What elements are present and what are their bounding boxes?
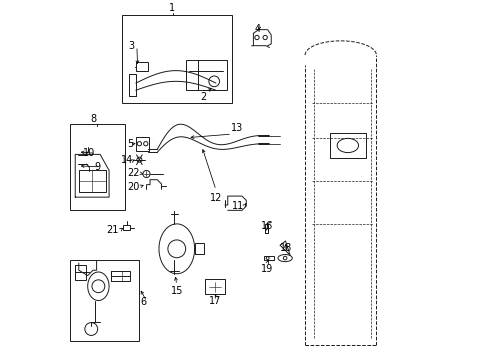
Text: 4: 4 — [254, 24, 261, 34]
Text: 6: 6 — [140, 297, 146, 307]
Bar — [75, 265, 86, 280]
Text: 16: 16 — [261, 221, 273, 231]
Bar — [123, 225, 129, 230]
Text: 1: 1 — [169, 3, 175, 13]
Bar — [329, 133, 365, 158]
Text: 2: 2 — [200, 92, 206, 102]
Text: 5: 5 — [127, 139, 133, 149]
Text: 13: 13 — [230, 123, 242, 133]
Text: 12: 12 — [209, 193, 222, 203]
Bar — [185, 60, 226, 90]
Bar — [70, 124, 125, 210]
Text: 9: 9 — [94, 162, 100, 172]
Bar — [136, 136, 149, 151]
Bar — [111, 271, 130, 281]
Text: 19: 19 — [261, 264, 273, 274]
Text: 14: 14 — [121, 156, 133, 166]
Text: 18: 18 — [280, 243, 292, 253]
Text: 10: 10 — [83, 148, 95, 158]
Bar — [122, 15, 231, 103]
Text: 22: 22 — [126, 168, 139, 178]
Text: 8: 8 — [90, 114, 96, 124]
Bar — [136, 62, 148, 71]
Text: 3: 3 — [128, 41, 135, 51]
Bar — [205, 279, 224, 294]
Text: 17: 17 — [209, 296, 221, 306]
Bar — [70, 260, 139, 342]
Text: 15: 15 — [170, 286, 183, 296]
Text: 21: 21 — [106, 225, 119, 235]
Text: 11: 11 — [231, 201, 244, 211]
Bar — [264, 256, 273, 260]
Bar — [79, 170, 105, 192]
Text: 20: 20 — [127, 182, 139, 192]
